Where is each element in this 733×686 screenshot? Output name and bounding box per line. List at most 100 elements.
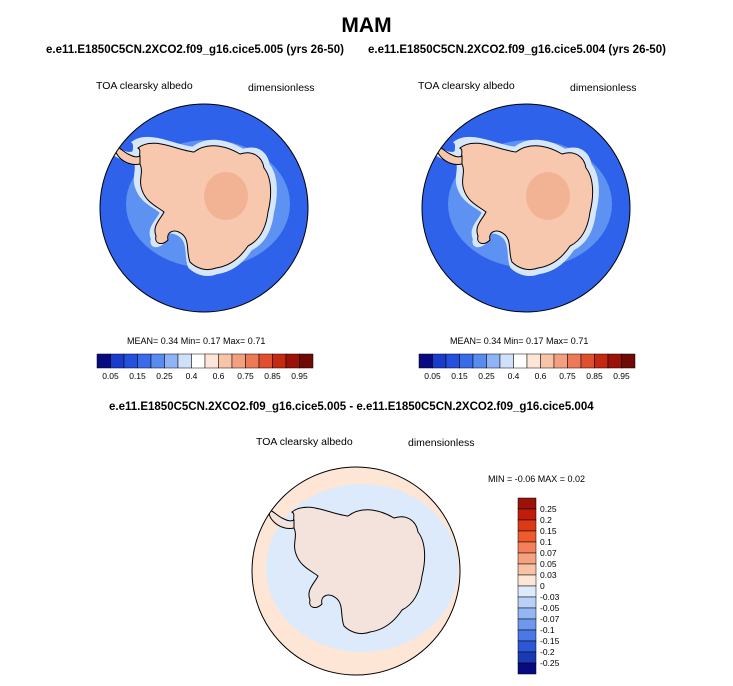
bottom-colorbar-swatch — [517, 596, 537, 609]
bottom-variable-label: TOA clearsky albedo — [256, 436, 353, 448]
top-right-colorbar-swatch — [580, 353, 595, 369]
bottom-polar-map — [252, 467, 460, 675]
top-right-colorbar-swatch — [445, 353, 460, 369]
bottom-colorbar-tick-label: 0.2 — [540, 515, 552, 525]
top-left-colorbar-swatch — [110, 353, 125, 369]
bottom-colorbar-tick-label: 0.03 — [540, 570, 557, 580]
bottom-colorbar-tick-label: 0.07 — [540, 548, 557, 558]
top-left-colorbar-tick-label: 0.75 — [237, 371, 254, 381]
bottom-colorbar-swatch — [517, 530, 537, 543]
top-left-colorbar-swatch — [123, 353, 138, 369]
top-right-colorbar-tick-label: 0.6 — [535, 371, 547, 381]
bottom-colorbar-swatch — [517, 585, 537, 598]
bottom-colorbar-swatch — [517, 497, 537, 510]
top-left-colorbar-swatch — [150, 353, 165, 369]
top-left-colorbar-swatch — [272, 353, 287, 369]
bottom-map-border — [251, 466, 461, 676]
top-right-colorbar-swatch — [567, 353, 582, 369]
top-right-colorbar-swatch — [513, 353, 528, 369]
top-right-colorbar-swatch — [553, 353, 568, 369]
top-left-colorbar-tick-label: 0.85 — [264, 371, 281, 381]
top-left-colorbar-swatch — [285, 353, 300, 369]
bottom-range-label: MIN = -0.06 MAX = 0.02 — [488, 474, 586, 484]
top-left-colorbar-tick-label: 0.25 — [156, 371, 173, 381]
bottom-colorbar-tick-label: -0.15 — [540, 636, 560, 646]
bottom-colorbar-tick-label: 0.25 — [540, 504, 557, 514]
top-right-colorbar-swatch — [432, 353, 447, 369]
top-right-variable-label: TOA clearsky albedo — [418, 80, 515, 92]
top-right-colorbar-swatch — [526, 353, 541, 369]
bottom-colorbar-tick-label: 0 — [540, 581, 545, 591]
bottom-units-label: dimensionless — [408, 437, 475, 449]
bottom-colorbar-tick-label: -0.07 — [540, 614, 560, 624]
bottom-colorbar-tick-label: 0.05 — [540, 559, 557, 569]
top-right-colorbar-swatch — [540, 353, 555, 369]
top-left-colorbar-swatch — [299, 353, 314, 369]
top-left-colorbar-swatch — [231, 353, 246, 369]
top-left-colorbar-swatch — [218, 353, 233, 369]
top-left-colorbar-tick-label: 0.05 — [102, 371, 119, 381]
top-right-stats: MEAN= 0.34 Min= 0.17 Max= 0.71 — [450, 336, 589, 346]
top-right-colorbar-swatch — [418, 353, 433, 369]
top-left-colorbar-tick-label: 0.4 — [186, 371, 198, 381]
bottom-colorbar-swatch — [517, 651, 537, 664]
bottom-colorbar-swatch — [517, 508, 537, 521]
bottom-colorbar-swatch — [517, 640, 537, 653]
top-right-colorbar-tick-label: 0.25 — [478, 371, 495, 381]
top-left-map-border — [99, 103, 309, 313]
bottom-colorbar-tick-label: 0.1 — [540, 537, 552, 547]
top-right-colorbar-swatch — [472, 353, 487, 369]
top-right-colorbar-tick-label: 0.4 — [508, 371, 520, 381]
top-right-colorbar-swatch — [499, 353, 514, 369]
top-right-polar-map — [422, 104, 630, 312]
top-right-colorbar-tick-label: 0.85 — [586, 371, 603, 381]
bottom-colorbar-tick-label: 0.15 — [540, 526, 557, 536]
season-title: MAM — [341, 14, 392, 37]
top-right-colorbar-tick-label: 0.75 — [559, 371, 576, 381]
top-left-case-title: e.e11.E1850C5CN.2XCO2.f09_g16.cice5.005 … — [46, 44, 344, 56]
top-right-case-title: e.e11.E1850C5CN.2XCO2.f09_g16.cice5.004 … — [368, 44, 666, 56]
top-left-colorbar-swatch — [258, 353, 273, 369]
bottom-colorbar-swatch — [517, 519, 537, 532]
bottom-colorbar-swatch — [517, 541, 537, 554]
top-right-map-border — [421, 103, 631, 313]
top-right-colorbar: 0.05 0.15 0.25 0.4 0.6 0.75 0.85 0.95 — [418, 353, 636, 381]
top-left-colorbar-tick-label: 0.6 — [213, 371, 225, 381]
top-left-colorbar-swatch — [164, 353, 179, 369]
bottom-colorbar-swatch — [517, 629, 537, 642]
top-left-units-label: dimensionless — [248, 82, 315, 94]
bottom-case-title: e.e11.E1850C5CN.2XCO2.f09_g16.cice5.005 … — [109, 401, 594, 413]
top-right-colorbar-tick-label: 0.05 — [424, 371, 441, 381]
bottom-colorbar-tick-label: -0.03 — [540, 592, 560, 602]
bottom-colorbar-tick-label: -0.1 — [540, 625, 555, 635]
bottom-colorbar: 0.250.20.150.10.070.050.030-0.03-0.05-0.… — [517, 497, 560, 675]
top-left-colorbar-swatch — [191, 353, 206, 369]
bottom-colorbar-swatch — [517, 662, 537, 675]
top-left-colorbar: 0.05 0.15 0.25 0.4 0.6 0.75 0.85 0.95 — [96, 353, 314, 381]
bottom-colorbar-tick-label: -0.25 — [540, 658, 560, 668]
bottom-colorbar-swatch — [517, 563, 537, 576]
top-left-colorbar-swatch — [204, 353, 219, 369]
bottom-colorbar-swatch — [517, 552, 537, 565]
top-left-colorbar-swatch — [177, 353, 192, 369]
top-right-units-label: dimensionless — [570, 82, 637, 94]
top-left-polar-map — [100, 104, 308, 312]
top-left-stats: MEAN= 0.34 Min= 0.17 Max= 0.71 — [127, 336, 266, 346]
top-right-colorbar-swatch — [621, 353, 636, 369]
bottom-colorbar-swatch — [517, 618, 537, 631]
top-right-colorbar-swatch — [607, 353, 622, 369]
top-right-colorbar-tick-label: 0.15 — [451, 371, 468, 381]
bottom-colorbar-tick-label: -0.2 — [540, 647, 555, 657]
bottom-colorbar-swatch — [517, 574, 537, 587]
top-right-colorbar-swatch — [459, 353, 474, 369]
top-right-colorbar-swatch — [486, 353, 501, 369]
bottom-colorbar-swatch — [517, 607, 537, 620]
top-right-colorbar-swatch — [594, 353, 609, 369]
top-left-colorbar-tick-label: 0.15 — [129, 371, 146, 381]
top-left-colorbar-swatch — [137, 353, 152, 369]
top-left-colorbar-tick-label: 0.95 — [291, 371, 308, 381]
top-left-colorbar-swatch — [96, 353, 111, 369]
top-right-colorbar-tick-label: 0.95 — [613, 371, 630, 381]
top-left-colorbar-swatch — [245, 353, 260, 369]
